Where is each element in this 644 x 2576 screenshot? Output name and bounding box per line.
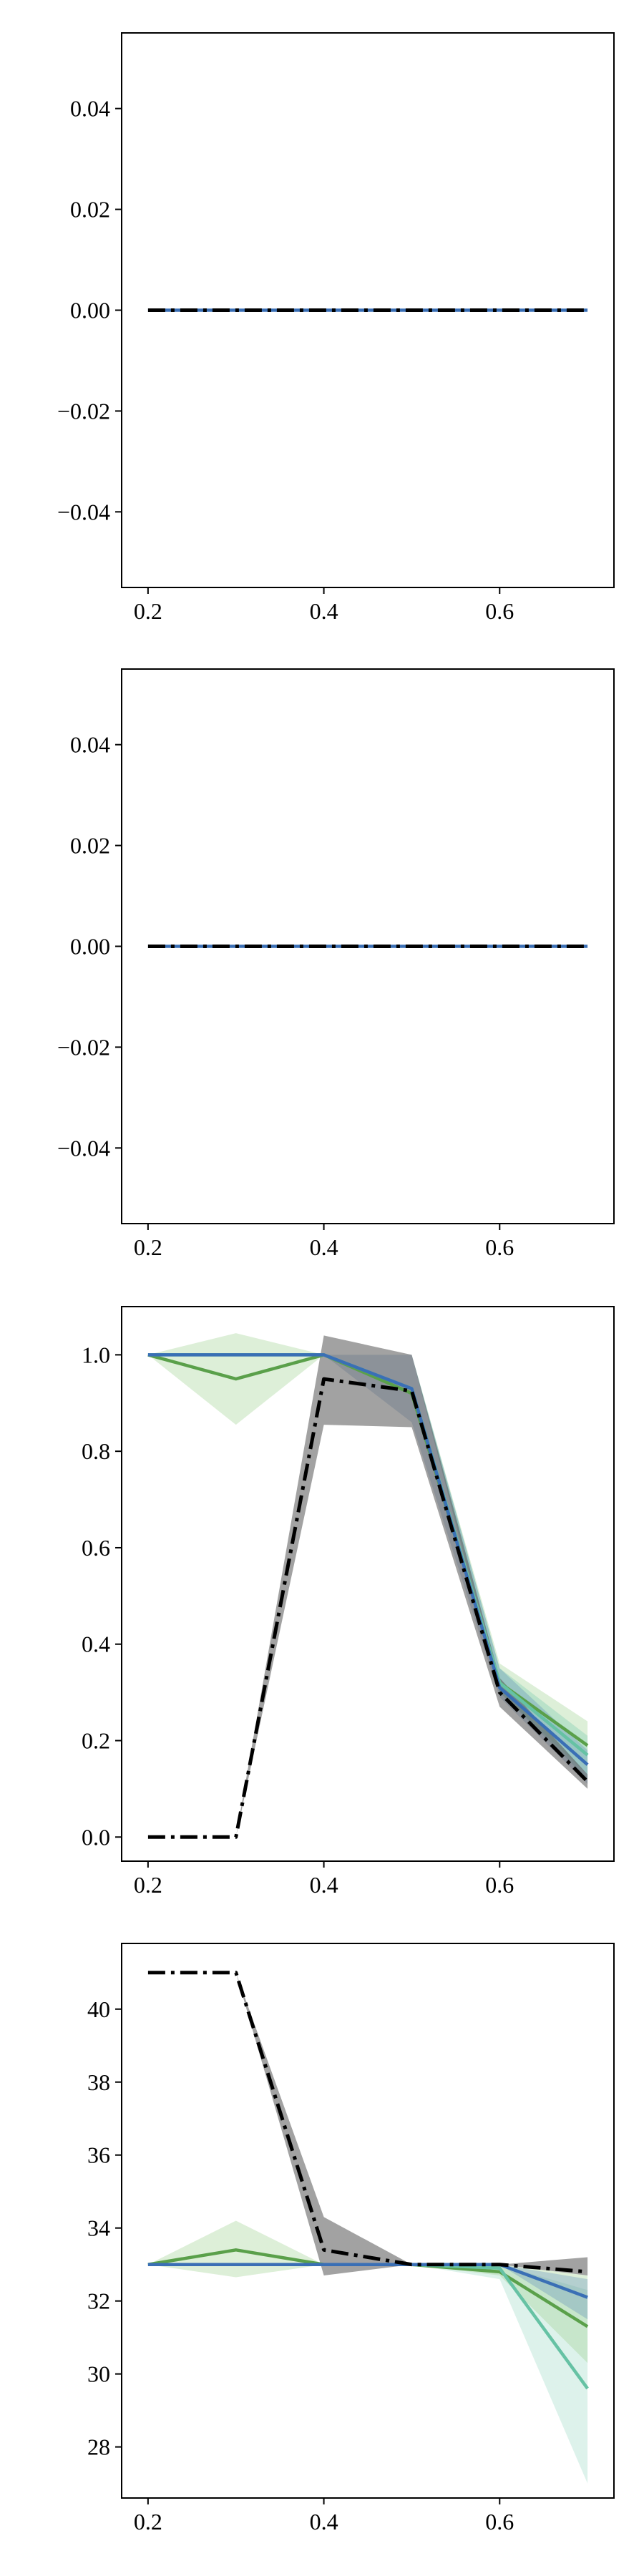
y-tick-label: −0.02 xyxy=(57,1034,110,1060)
y-tick-label: 32 xyxy=(87,2288,110,2314)
y-tick-label: 0.00 xyxy=(70,934,110,960)
y-tick-label: 0.4 xyxy=(82,1631,110,1657)
y-tick: 0.02 xyxy=(70,197,122,223)
x-tick: 0.2 xyxy=(134,1861,162,1898)
y-tick: 40 xyxy=(87,1996,122,2022)
x-tick: 0.2 xyxy=(134,2498,162,2534)
x-tick: 0.6 xyxy=(485,1861,514,1898)
y-tick-label: 1.0 xyxy=(82,1342,110,1367)
y-tick-label: 0.8 xyxy=(82,1438,110,1464)
x-tick-label: 0.2 xyxy=(134,1234,162,1260)
y-tick: 0.8 xyxy=(82,1438,122,1464)
series-line-4 xyxy=(147,1971,588,2274)
x-tick-label: 0.2 xyxy=(134,1872,162,1898)
y-tick: 0.2 xyxy=(82,1728,122,1754)
y-tick-label: 0.2 xyxy=(82,1728,110,1754)
y-tick-label: 30 xyxy=(87,2361,110,2387)
chart-panel-3: 0.2 0.4 0.6 0.0 0.2 0.4 0.6 0.8 1.0 xyxy=(82,1306,615,1898)
y-tick-label: 0.6 xyxy=(82,1535,110,1561)
x-tick-label: 0.4 xyxy=(310,2509,338,2534)
y-tick: −0.02 xyxy=(57,1034,122,1060)
y-tick-label: −0.02 xyxy=(57,398,110,424)
y-tick: 0.00 xyxy=(70,934,122,960)
y-tick: 0.04 xyxy=(70,96,122,122)
x-tick: 0.4 xyxy=(310,1861,338,1898)
y-tick: 32 xyxy=(87,2288,122,2314)
y-tick-label: 0.00 xyxy=(70,298,110,323)
y-tick: −0.04 xyxy=(57,1135,122,1161)
y-tick: 38 xyxy=(87,2069,122,2095)
y-tick: 0.4 xyxy=(82,1631,122,1657)
x-tick: 0.2 xyxy=(134,1224,162,1260)
x-tick-label: 0.2 xyxy=(134,2509,162,2534)
confidence-band-4 xyxy=(147,1335,588,1838)
y-tick-label: 36 xyxy=(87,2142,110,2168)
y-tick: 1.0 xyxy=(82,1342,122,1367)
x-tick: 0.4 xyxy=(310,587,338,624)
x-tick-label: 0.4 xyxy=(310,1872,338,1898)
y-tick: −0.02 xyxy=(57,398,122,424)
x-tick: 0.6 xyxy=(485,1224,514,1260)
y-tick: 28 xyxy=(87,2434,122,2460)
series-line-4 xyxy=(147,1377,589,1839)
y-tick-label: 34 xyxy=(87,2215,110,2241)
y-tick: 0.04 xyxy=(70,732,122,758)
x-tick-label: 0.4 xyxy=(310,1234,338,1260)
y-tick: 0.0 xyxy=(82,1824,122,1850)
x-tick: 0.6 xyxy=(485,587,514,624)
confidence-band-1 xyxy=(147,2264,588,2484)
axes-frame xyxy=(121,1306,615,1862)
y-tick-label: 28 xyxy=(87,2434,110,2460)
y-tick-label: −0.04 xyxy=(57,1135,110,1161)
y-tick: −0.04 xyxy=(57,499,122,525)
x-tick-label: 0.2 xyxy=(134,598,162,624)
x-tick: 0.2 xyxy=(134,587,162,624)
y-tick: 0.02 xyxy=(70,833,122,859)
axes-frame xyxy=(121,1943,615,2499)
y-tick-label: −0.04 xyxy=(57,499,110,525)
y-tick-label: 0.02 xyxy=(70,197,110,223)
y-tick-label: 0.0 xyxy=(82,1824,110,1850)
y-tick: 30 xyxy=(87,2361,122,2387)
x-tick: 0.6 xyxy=(485,2498,514,2534)
x-tick-label: 0.4 xyxy=(310,598,338,624)
series-line-3 xyxy=(147,1353,589,1766)
x-tick-label: 0.6 xyxy=(485,1872,514,1898)
y-tick-label: 40 xyxy=(87,1996,110,2022)
y-tick: 34 xyxy=(87,2215,122,2241)
x-tick: 0.4 xyxy=(310,1224,338,1260)
y-tick-label: 0.04 xyxy=(70,732,110,758)
y-tick-label: 0.02 xyxy=(70,833,110,859)
y-tick: 0.6 xyxy=(82,1535,122,1561)
chart-panel-4: 0.2 0.4 0.6 28 30 32 34 36 38 40 xyxy=(87,1943,615,2534)
y-tick: 36 xyxy=(87,2142,122,2168)
x-tick-label: 0.6 xyxy=(485,598,514,624)
x-tick-label: 0.6 xyxy=(485,2509,514,2534)
confidence-band-2 xyxy=(147,2220,588,2363)
series-line-3 xyxy=(147,2263,588,2299)
y-tick: 0.00 xyxy=(70,298,122,323)
y-tick-label: 38 xyxy=(87,2069,110,2095)
y-tick-label: 0.04 xyxy=(70,96,110,122)
confidence-band-4 xyxy=(147,1972,588,2275)
chart-panel-1: 0.2 0.4 0.6 −0.04 −0.02 0.00 0.02 0.04 xyxy=(57,32,615,624)
x-tick-label: 0.6 xyxy=(485,1234,514,1260)
x-tick: 0.4 xyxy=(310,2498,338,2534)
chart-panel-2: 0.2 0.4 0.6 −0.04 −0.02 0.00 0.02 0.04 xyxy=(57,668,615,1260)
